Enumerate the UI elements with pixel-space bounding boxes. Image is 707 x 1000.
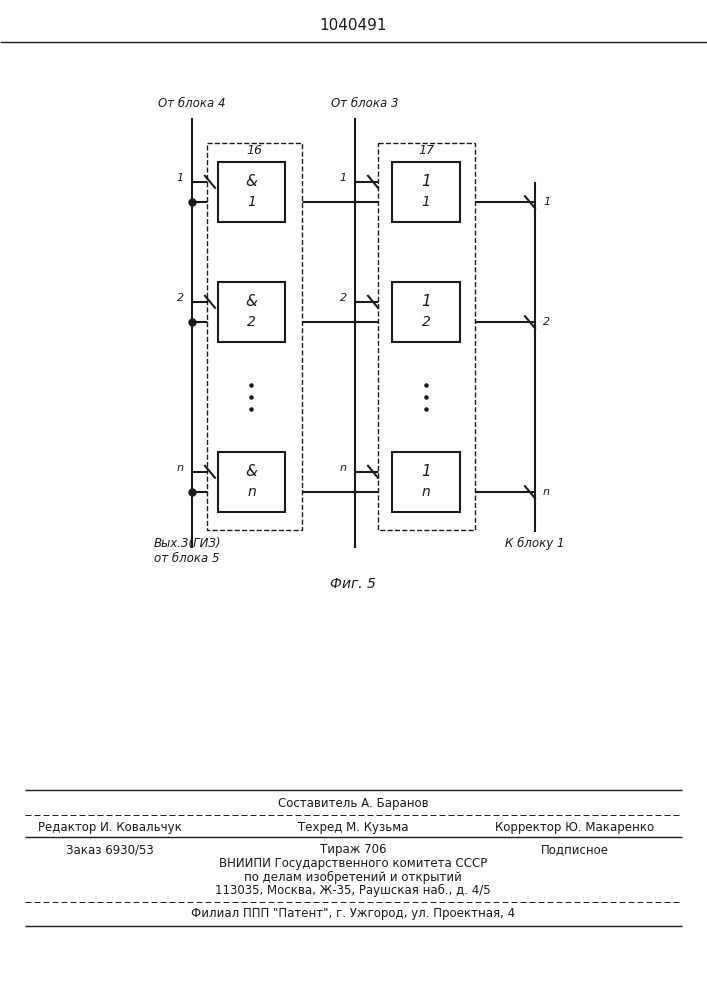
Bar [392, 162, 460, 222]
Bar [207, 143, 302, 530]
Text: 2: 2 [421, 315, 431, 329]
Text: 1: 1 [421, 294, 431, 309]
Text: Составитель А. Баранов: Составитель А. Баранов [278, 796, 428, 810]
Text: 2: 2 [247, 315, 256, 329]
Text: 16: 16 [247, 144, 262, 157]
Bar [218, 282, 285, 342]
Text: &: & [245, 174, 257, 189]
Text: &: & [245, 294, 257, 309]
Text: ВНИИПИ Государственного комитета СССР: ВНИИПИ Государственного комитета СССР [219, 857, 487, 870]
Text: Тираж 706: Тираж 706 [320, 844, 386, 856]
Text: n: n [177, 463, 184, 473]
Text: Подписное: Подписное [541, 844, 609, 856]
Text: К блоку 1: К блоку 1 [506, 537, 565, 550]
Text: 1: 1 [247, 195, 256, 209]
Text: 1: 1 [421, 195, 431, 209]
Bar [378, 143, 475, 530]
Text: n: n [543, 487, 550, 497]
Text: n: n [247, 485, 256, 499]
Text: n: n [340, 463, 347, 473]
Text: по делам изобретений и открытий: по делам изобретений и открытий [244, 870, 462, 884]
Text: 1040491: 1040491 [320, 17, 387, 32]
Text: 2: 2 [543, 317, 550, 327]
Text: &: & [245, 464, 257, 479]
Text: Техред М. Кузьма: Техред М. Кузьма [298, 820, 408, 834]
Text: 1: 1 [177, 173, 184, 183]
Text: От блока 4: От блока 4 [158, 97, 226, 110]
Text: Заказ 6930/53: Заказ 6930/53 [66, 844, 154, 856]
Bar [392, 452, 460, 512]
Text: 2: 2 [177, 293, 184, 303]
Text: 1: 1 [340, 173, 347, 183]
Text: Филиал ППП "Патент", г. Ужгород, ул. Проектная, 4: Филиал ППП "Патент", г. Ужгород, ул. Про… [191, 908, 515, 920]
Text: Вых.3(ГИЗ)
от блока 5: Вых.3(ГИЗ) от блока 5 [153, 537, 221, 565]
Bar [218, 452, 285, 512]
Text: 17: 17 [419, 144, 435, 157]
Text: 1: 1 [543, 197, 550, 207]
Text: От блока 3: От блока 3 [332, 97, 399, 110]
Bar [218, 162, 285, 222]
Text: Корректор Ю. Макаренко: Корректор Ю. Макаренко [496, 820, 655, 834]
Text: 2: 2 [340, 293, 347, 303]
Text: 113035, Москва, Ж-35, Раушская наб., д. 4/5: 113035, Москва, Ж-35, Раушская наб., д. … [215, 883, 491, 897]
Text: Редактор И. Ковальчук: Редактор И. Ковальчук [38, 820, 182, 834]
Text: 1: 1 [421, 464, 431, 479]
Text: Фиг. 5: Фиг. 5 [330, 577, 376, 591]
Bar [392, 282, 460, 342]
Text: 1: 1 [421, 174, 431, 189]
Text: n: n [421, 485, 431, 499]
